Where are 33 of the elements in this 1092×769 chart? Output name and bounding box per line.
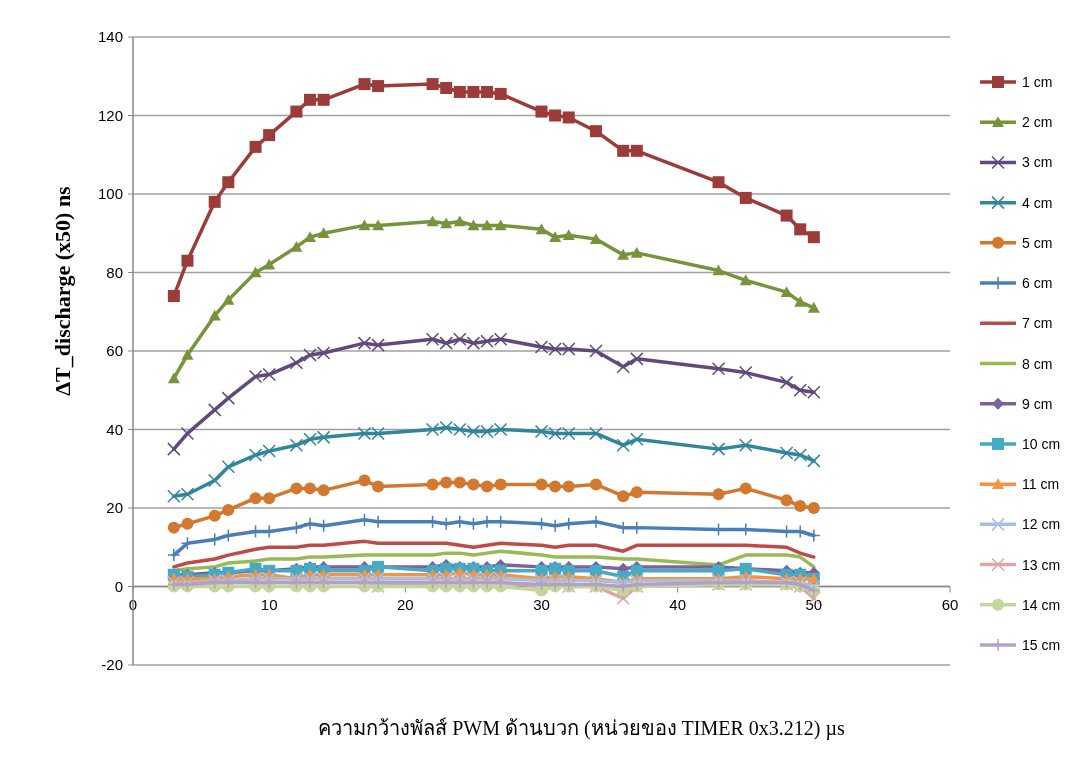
- y-tick-label: 120: [97, 106, 123, 124]
- legend-label: 11 cm: [1022, 476, 1060, 493]
- y-tick-label: -20: [101, 656, 123, 673]
- y-tick-label: 140: [97, 28, 123, 45]
- y-tick-label: 0: [114, 577, 123, 595]
- legend-label: 4 cm: [1022, 194, 1053, 211]
- legend-label: 2 cm: [1022, 114, 1053, 131]
- y-tick-label: 60: [106, 342, 123, 359]
- x-tick-label: 20: [396, 595, 414, 613]
- x-tick-label: 60: [941, 595, 959, 613]
- legend-label: 3 cm: [1022, 154, 1053, 171]
- legend-label: 10 cm: [1022, 435, 1061, 452]
- legend-label: 1 cm: [1022, 74, 1053, 90]
- y-tick-label: 20: [106, 499, 123, 516]
- x-tick-label: 0: [128, 595, 138, 613]
- y-tick-label: 80: [106, 263, 123, 281]
- y-axis-title: ΔT_discharge (x50) ns: [50, 185, 75, 396]
- x-tick-label: 50: [805, 595, 823, 613]
- legend-label: 13 cm: [1022, 556, 1061, 573]
- y-tick-label: 100: [97, 185, 123, 202]
- legend-label: 15 cm: [1022, 637, 1061, 653]
- legend-label: 9 cm: [1022, 395, 1053, 412]
- x-tick-label: 30: [533, 595, 550, 613]
- legend-label: 5 cm: [1022, 234, 1053, 251]
- y-tick-label: 40: [106, 420, 123, 438]
- x-tick-label: 40: [669, 595, 687, 613]
- x-tick-label: 10: [260, 595, 278, 613]
- legend-label: 14 cm: [1022, 596, 1061, 613]
- legend-label: 6 cm: [1022, 275, 1053, 292]
- legend-label: 8 cm: [1022, 355, 1053, 372]
- legend-label: 7 cm: [1022, 315, 1053, 332]
- legend-label: 12 cm: [1022, 516, 1061, 533]
- x-axis-title: ความกว้างพัลส์ PWM ด้านบวก (หน่วยของ TIMER 0x3.212) µs: [318, 717, 846, 740]
